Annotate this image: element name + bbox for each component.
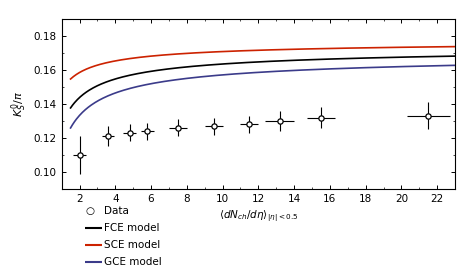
Text: SCE model: SCE model <box>104 239 161 250</box>
Y-axis label: $K^0_S/\pi$: $K^0_S/\pi$ <box>10 91 29 117</box>
Text: ○: ○ <box>85 205 94 216</box>
Text: FCE model: FCE model <box>104 222 160 233</box>
Text: GCE model: GCE model <box>104 256 162 267</box>
Text: Data: Data <box>104 205 129 216</box>
X-axis label: $\langle dN_{ch}/d\eta \rangle_{|\eta|<0.5}$: $\langle dN_{ch}/d\eta \rangle_{|\eta|<0… <box>219 208 298 224</box>
